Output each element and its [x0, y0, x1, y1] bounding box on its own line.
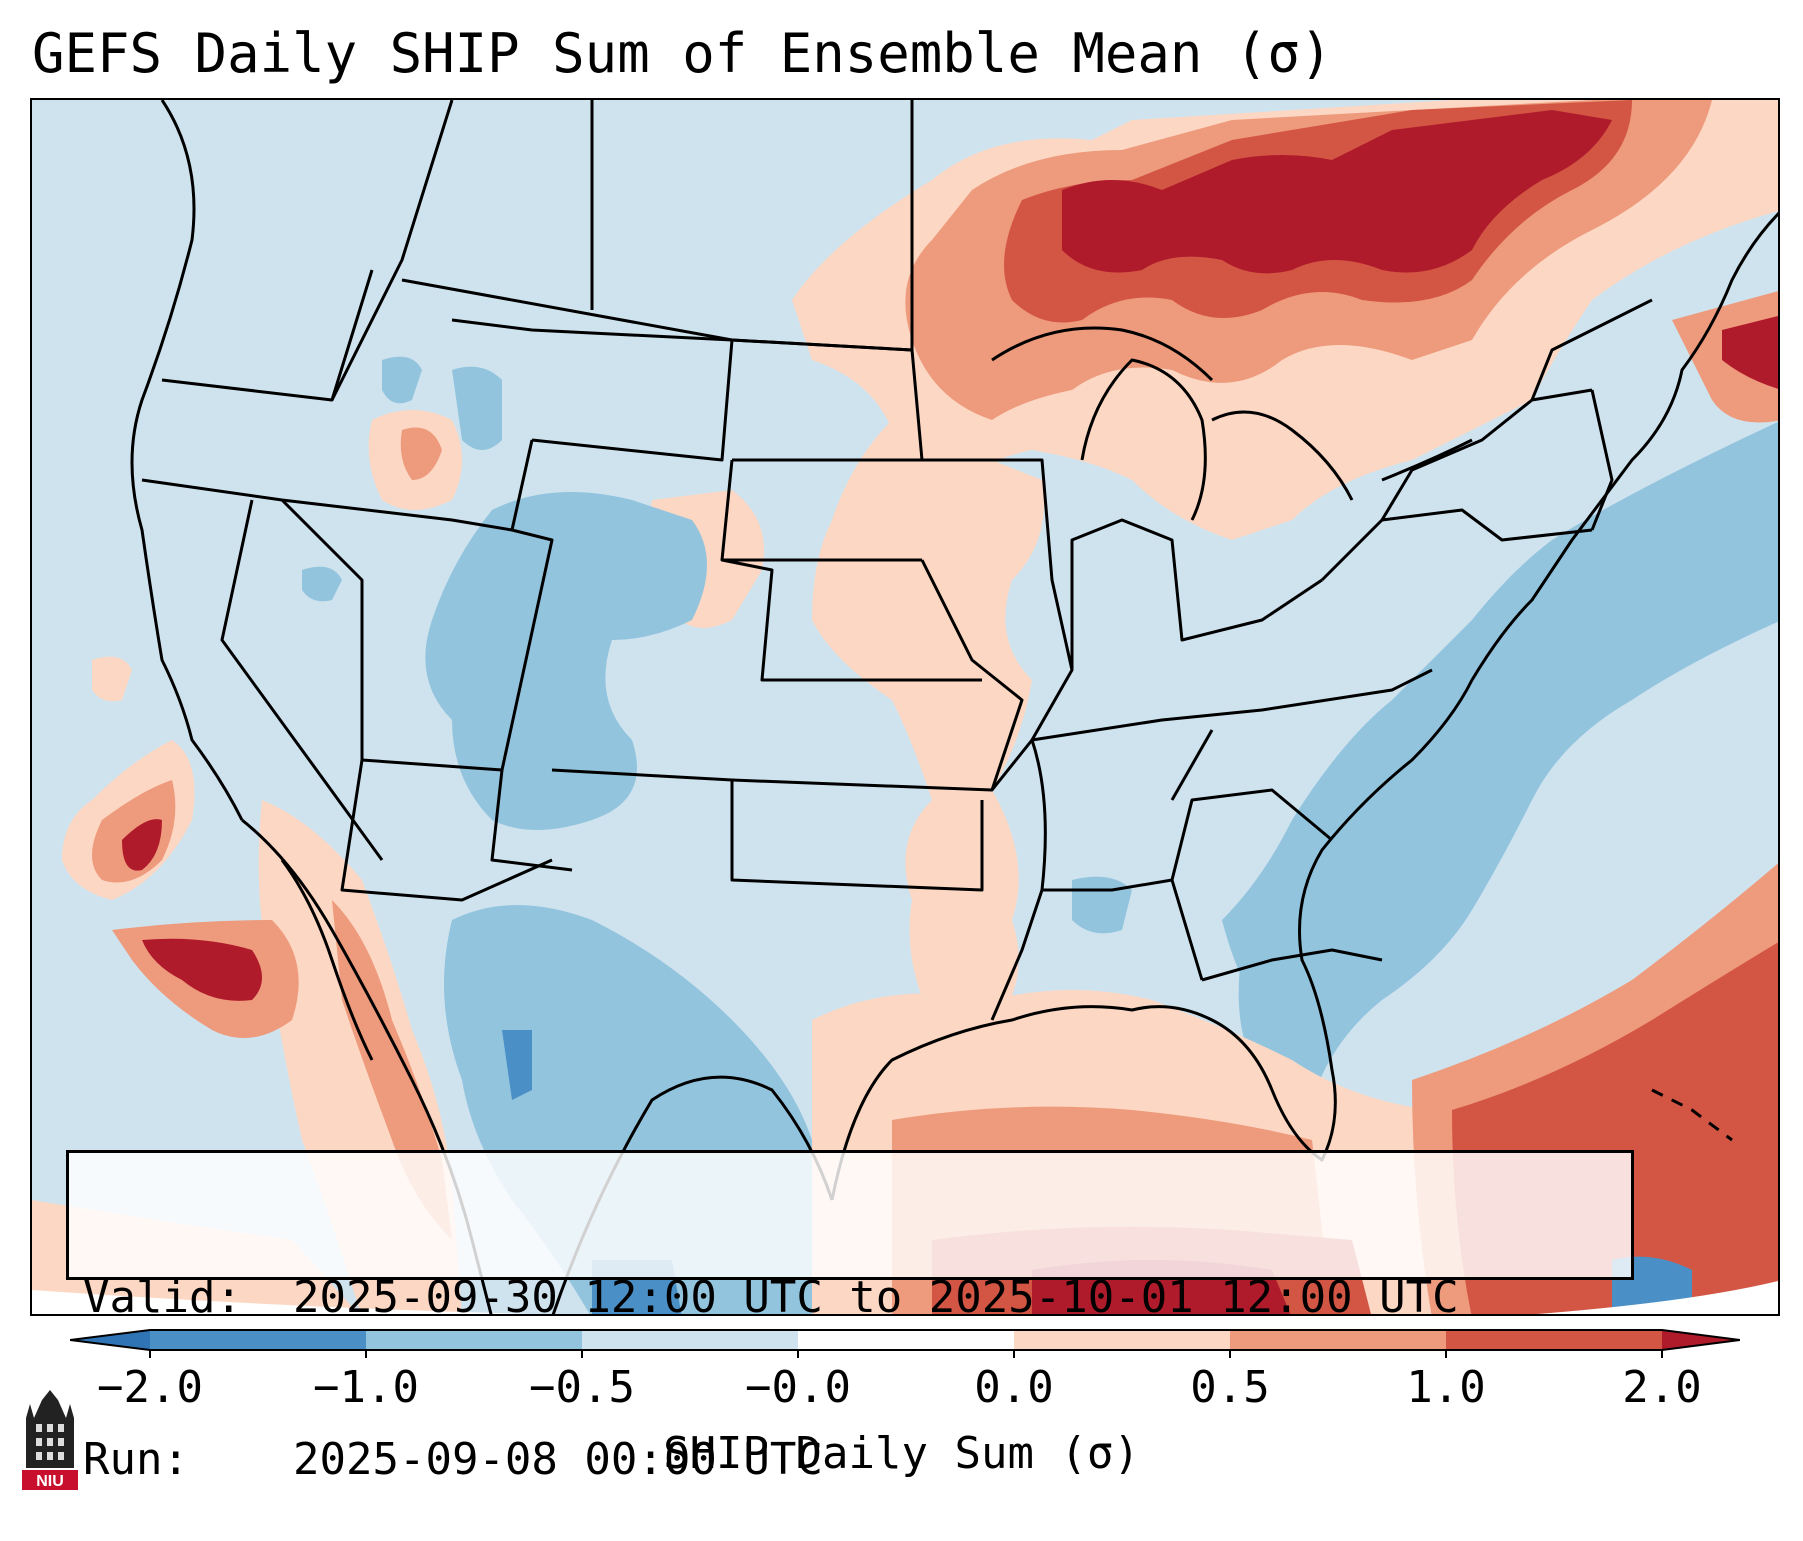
colorbar-label: SHIP Daily Sum (σ): [663, 1428, 1140, 1479]
valid-value: 2025-09-30 12:00 UTC to 2025-10-01 12:00…: [293, 1272, 1459, 1323]
run-value: 2025-09-08 00:00 UTC: [293, 1434, 823, 1485]
map-title: GEFS Daily SHIP Sum of Ensemble Mean (σ): [32, 22, 1333, 85]
lake-michigan-outline: [1080, 358, 1207, 521]
colorbar-tick-label: 2.0: [1622, 1362, 1702, 1413]
map-panel: [30, 98, 1780, 1316]
shaded-map: [32, 100, 1778, 1314]
colorbar-tick-label: 1.0: [1406, 1362, 1486, 1413]
niu-logo-text: NIU: [36, 1473, 64, 1490]
colorbar-bin-4: [798, 1330, 1014, 1350]
east-coastline: [830, 211, 1778, 1201]
colorbar-extend-high: [1662, 1330, 1740, 1350]
anomaly-positive-north: [792, 100, 1778, 540]
colorbar-bin-1: [150, 1330, 366, 1350]
run-label: Run:: [83, 1434, 189, 1485]
colorbar-tick-label: −0.5: [529, 1362, 635, 1413]
colorbar-tick-label: 0.5: [1190, 1362, 1270, 1413]
valid-label: Valid:: [83, 1272, 242, 1323]
niu-logo: NIU: [22, 1390, 78, 1490]
colorbar-bin-3: [582, 1330, 798, 1350]
anomaly-negative-west: [302, 356, 707, 830]
colorbar-tick-label: −1.0: [313, 1362, 419, 1413]
colorbar-tick-label: −2.0: [97, 1362, 203, 1413]
anomaly-positive-pacific: [62, 656, 299, 1038]
state-boundaries: [130, 100, 1778, 1314]
west-coastline: [130, 100, 244, 821]
domain-edge-right: [1537, 1280, 1778, 1314]
colorbar-bin-6: [1230, 1330, 1446, 1350]
lake-superior-outline: [991, 326, 1214, 382]
colorbar-tick-label: 0.0: [974, 1362, 1054, 1413]
colorbar-tick-label: −0.0: [745, 1362, 851, 1413]
colorbar-extend-low: [70, 1330, 150, 1350]
domain-edge-left: [32, 1290, 530, 1314]
colorbar-bin-7: [1446, 1330, 1662, 1350]
colorbar-bin-5: [1014, 1330, 1230, 1350]
colorbar: [70, 1329, 1740, 1358]
colorbar-bin-2: [366, 1330, 582, 1350]
valid-run-infobox: Valid: 2025-09-30 12:00 UTC to 2025-10-01…: [66, 1150, 1634, 1485]
